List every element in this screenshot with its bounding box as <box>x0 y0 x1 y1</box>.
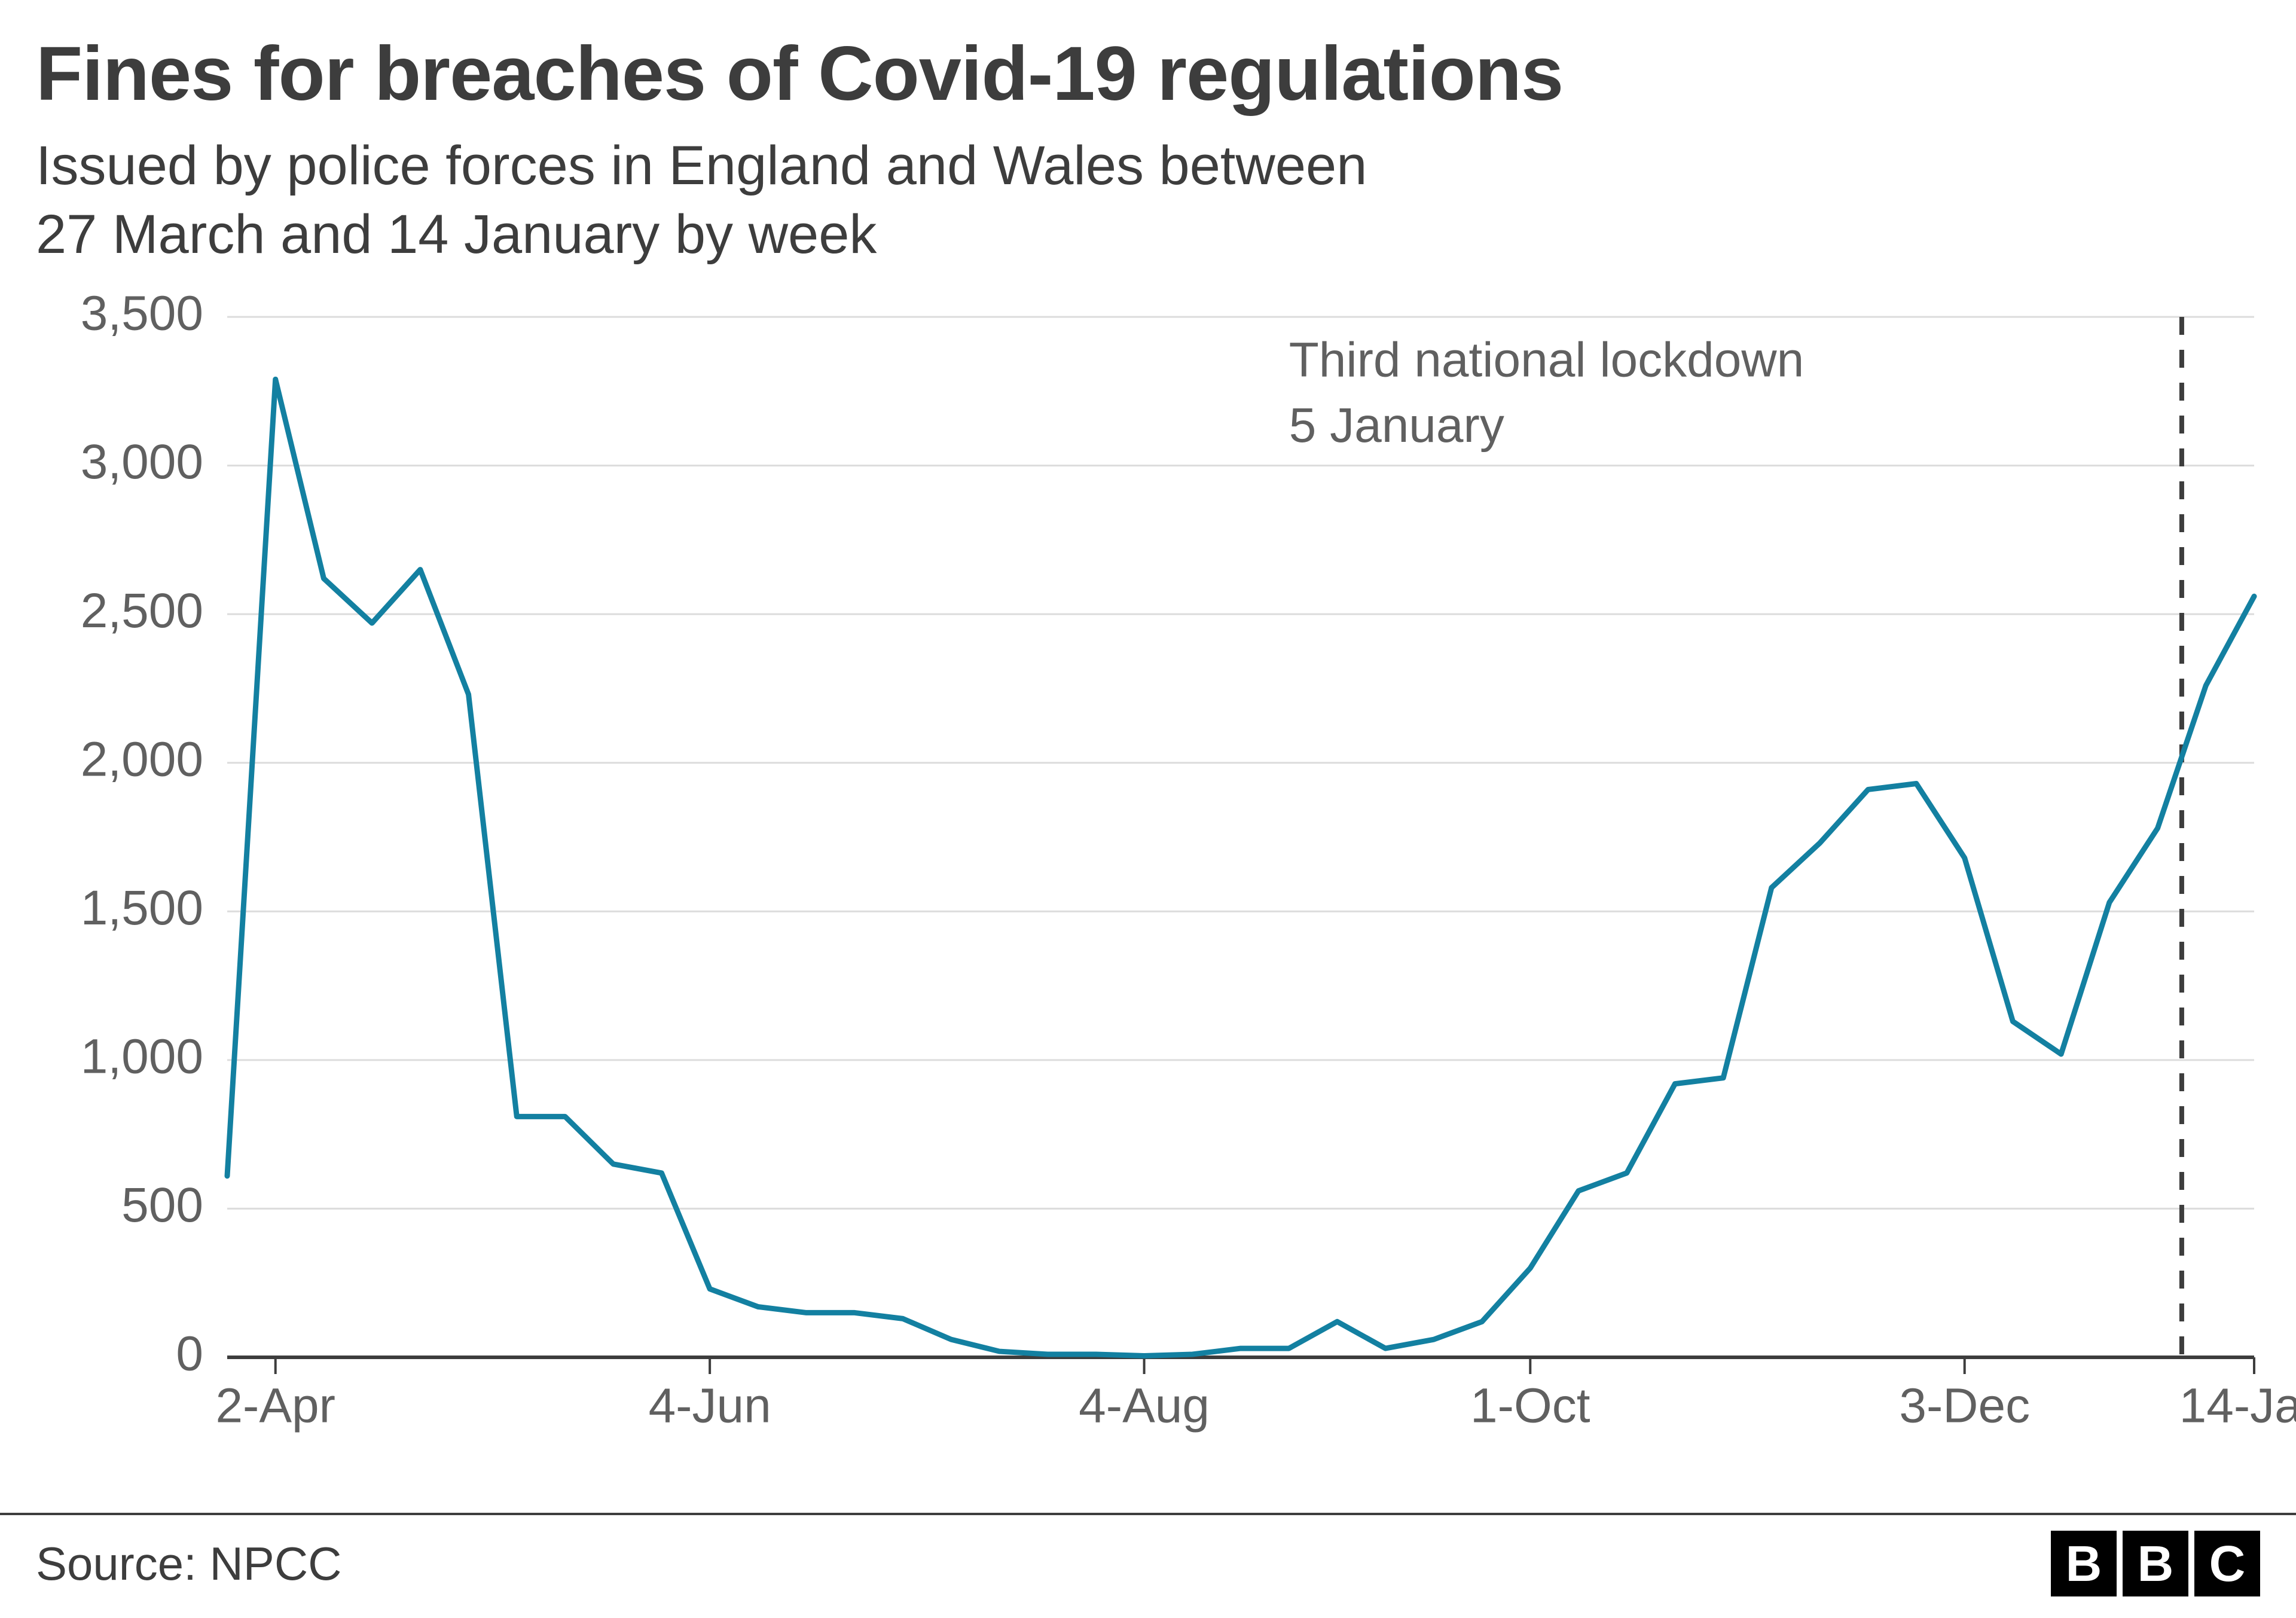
chart-area: 0 500 1,000 1,500 2,000 2,500 3,000 3,500 Third … <box>0 293 2296 1489</box>
y-tick-label: 1,000 <box>81 1030 203 1084</box>
x-tick-label: 14-Jan <box>2179 1378 2296 1433</box>
subtitle-line-1: Issued by police forces in England and W… <box>36 135 1367 196</box>
line-chart-svg: 0 500 1,000 1,500 2,000 2,500 3,000 3,500 Third … <box>0 293 2296 1489</box>
y-tick-label: 3,500 <box>81 293 203 341</box>
chart-title: Fines for breaches of Covid-19 regulatio… <box>36 30 1563 118</box>
annotation-text-line1: Third national lockdown <box>1289 332 1804 387</box>
footer-rule <box>0 1513 2296 1515</box>
chart-subtitle: Issued by police forces in England and W… <box>36 132 1367 269</box>
bbc-logo-block: B <box>2123 1531 2188 1596</box>
bbc-logo-block: C <box>2194 1531 2260 1596</box>
source-label: Source: NPCC <box>36 1537 342 1591</box>
subtitle-line-2: 27 March and 14 January by week <box>36 204 877 265</box>
x-tick-label: 2-Apr <box>215 1378 335 1433</box>
bbc-logo: BBC <box>2045 1531 2260 1596</box>
x-tick-label: 4-Jun <box>649 1378 771 1433</box>
y-tick-label: 500 <box>121 1178 203 1232</box>
y-tick-label: 0 <box>176 1327 203 1381</box>
annotation-text-line2: 5 January <box>1289 398 1504 453</box>
x-tick-label: 4-Aug <box>1079 1378 1210 1433</box>
y-tick-label: 2,500 <box>81 584 203 638</box>
bbc-logo-block: B <box>2051 1531 2117 1596</box>
y-tick-label: 3,000 <box>81 435 203 489</box>
y-tick-label: 1,500 <box>81 881 203 935</box>
y-tick-label: 2,000 <box>81 732 203 786</box>
x-tick-label: 1-Oct <box>1470 1378 1590 1433</box>
x-tick-label: 3-Dec <box>1899 1378 2030 1433</box>
figure-container: Fines for breaches of Covid-19 regulatio… <box>0 0 2296 1618</box>
